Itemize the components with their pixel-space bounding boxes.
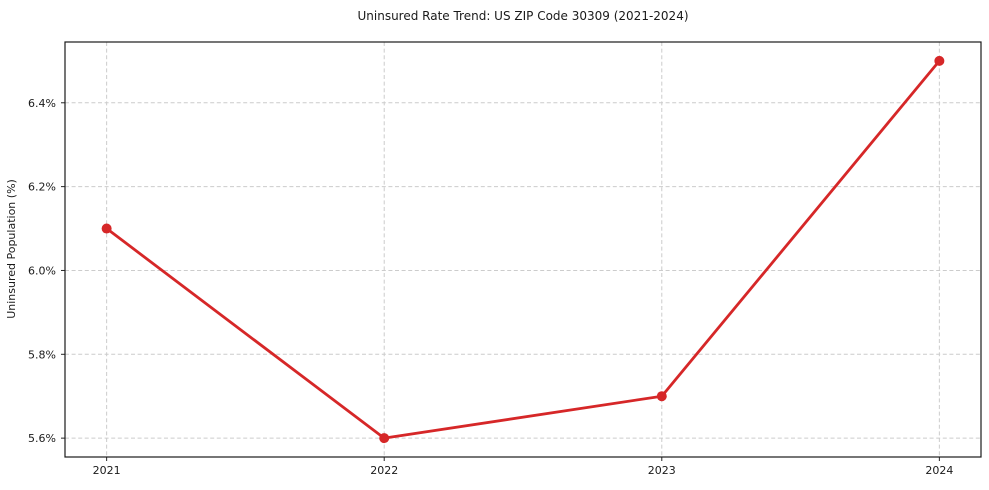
trend-line xyxy=(105,59,941,440)
x-tick-label: 2022 xyxy=(370,464,398,477)
plot-border xyxy=(64,41,982,458)
data-point-2022 xyxy=(379,433,390,444)
y-tick-label: 6.2% xyxy=(28,181,56,194)
y-axis-label: Uninsured Population (%) xyxy=(5,179,18,319)
gridlines xyxy=(65,42,981,457)
x-tick-label: 2023 xyxy=(648,464,676,477)
y-tick-label: 5.6% xyxy=(28,432,56,445)
y-tick-label: 6.4% xyxy=(28,97,56,110)
y-tick-label: 6.0% xyxy=(28,264,56,277)
x-tick-label: 2024 xyxy=(925,464,953,477)
axis-ticks xyxy=(61,102,940,461)
x-tick-labels: 2021 2022 2023 2024 xyxy=(93,464,954,477)
y-tick-label: 5.8% xyxy=(28,348,56,361)
data-point-2024 xyxy=(934,55,945,66)
data-point-2021 xyxy=(101,223,112,234)
x-tick-label: 2021 xyxy=(93,464,121,477)
data-point-2023 xyxy=(656,391,667,402)
line-series xyxy=(101,55,945,444)
chart-title: Uninsured Rate Trend: US ZIP Code 30309 … xyxy=(357,9,688,23)
y-tick-labels: 5.6% 5.8% 6.0% 6.2% 6.4% xyxy=(28,97,56,445)
